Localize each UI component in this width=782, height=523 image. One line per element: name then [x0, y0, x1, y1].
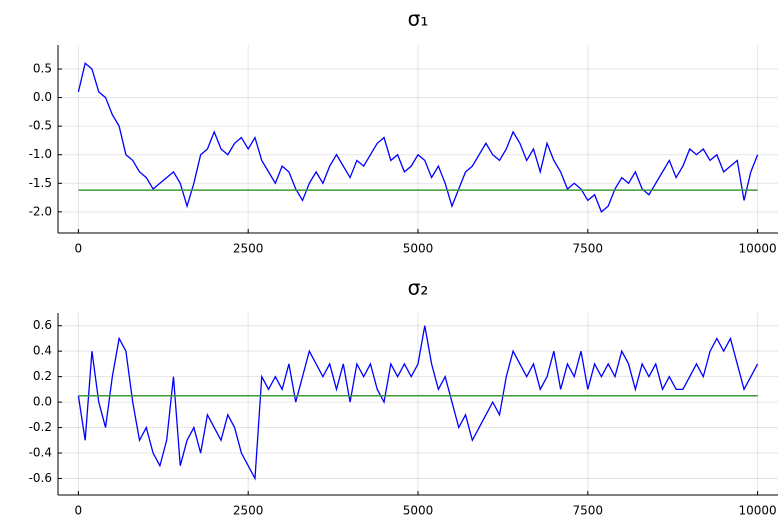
y-tick-label: 0.2: [33, 369, 52, 383]
y-tick-label: -1.5: [29, 176, 52, 190]
x-tick-label: 2500: [233, 504, 264, 518]
chart-title: σ₁: [408, 7, 429, 31]
x-tick-label: 10000: [739, 242, 777, 256]
y-tick-label: 0.6: [33, 318, 52, 332]
x-tick-label: 0: [75, 242, 83, 256]
x-tick-label: 2500: [233, 242, 264, 256]
x-tick-label: 5000: [403, 504, 434, 518]
y-tick-label: -1.0: [29, 147, 52, 161]
trace-line: [77, 325, 759, 481]
x-tick-label: 7500: [573, 242, 604, 256]
y-tick-label: -0.4: [29, 446, 52, 460]
y-tick-label: 0.0: [33, 395, 52, 409]
x-tick-label: 10000: [739, 504, 777, 518]
y-tick-label: 0.0: [33, 90, 52, 104]
x-tick-label: 5000: [403, 242, 434, 256]
chart-title: σ₂: [408, 276, 429, 300]
y-tick-label: -0.2: [29, 420, 52, 434]
y-tick-label: -0.6: [29, 471, 52, 485]
trace-line: [77, 62, 759, 213]
y-tick-label: -2.0: [29, 204, 52, 218]
x-tick-label: 0: [75, 504, 83, 518]
x-tick-label: 7500: [573, 504, 604, 518]
y-tick-label: 0.5: [33, 62, 52, 76]
y-tick-label: -0.5: [29, 119, 52, 133]
y-tick-label: 0.4: [33, 344, 52, 358]
